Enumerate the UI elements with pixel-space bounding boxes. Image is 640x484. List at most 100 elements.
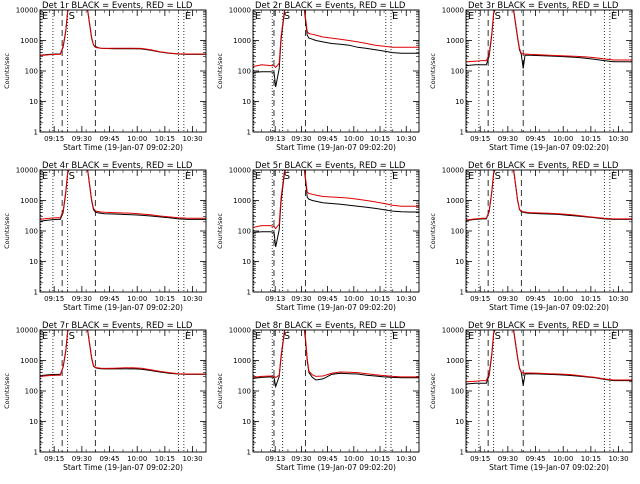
x-axis-label: Start Time (19-Jan-07 09:02:20): [63, 303, 183, 312]
marker-label: S: [69, 171, 75, 182]
y-tick-label: 100: [238, 68, 251, 76]
y-tick-label: 1: [460, 449, 464, 457]
panel-plot: Det 3r BLACK = Events, RED = LLD 1 10 100 10…: [429, 1, 633, 152]
lld-series-line: [40, 10, 206, 57]
marker-label: E: [185, 171, 191, 182]
marker-label: E: [611, 11, 617, 22]
y-tick-label: 1000: [446, 197, 464, 205]
y-tick-label: 1: [34, 129, 38, 137]
marker-label: E: [42, 171, 48, 182]
x-axis-label: Start Time (19-Jan-07 09:02:20): [489, 143, 609, 152]
y-tick-label: 10: [455, 98, 464, 106]
panel-title: Det 4r BLACK = Events, RED = LLD: [42, 161, 193, 171]
y-tick-label: 10000: [16, 167, 38, 175]
plot-frame: [252, 169, 420, 293]
panel-plot: Det 6r BLACK = Events, RED = LLD 1 10 100 10…: [429, 161, 633, 312]
x-tick-label: 09:30: [498, 135, 518, 143]
marker-label: S: [284, 11, 290, 22]
y-tick-label: 100: [25, 68, 38, 76]
lld-series-line: [253, 10, 419, 69]
detector-panel-6: Det 6r BLACK = Events, RED = LLD 1 10 100 10…: [426, 160, 639, 320]
detector-panel-4: Det 4r BLACK = Events, RED = LLD 1 10 100 10…: [0, 160, 213, 320]
x-tick-label: 09:30: [498, 295, 518, 303]
x-tick-label: 09:45: [525, 295, 545, 303]
panel-title: Det 9r BLACK = Events, RED = LLD: [468, 321, 619, 331]
x-tick-label: 10:30: [182, 295, 202, 303]
x-tick-label: 10:15: [581, 295, 601, 303]
detector-panel-3: Det 3r BLACK = Events, RED = LLD 1 10 100 10…: [426, 0, 639, 160]
x-tick-label: 09:15: [44, 455, 64, 463]
marker-label: S: [284, 171, 290, 182]
x-tick-label: 10:15: [370, 135, 390, 143]
detector-panel-9: Det 9r BLACK = Events, RED = LLD 1 10 100 10…: [426, 320, 639, 480]
y-tick-label: 1000: [20, 357, 38, 365]
plot-frame: [465, 9, 633, 133]
x-tick-label: 10:30: [182, 455, 202, 463]
x-tick-label: 10:30: [608, 455, 628, 463]
y-tick-label: 1000: [446, 357, 464, 365]
y-tick-label: 10: [455, 258, 464, 266]
x-tick-label: 09:45: [525, 135, 545, 143]
x-tick-label: 09:30: [72, 455, 92, 463]
panel-plot: Det 4r BLACK = Events, RED = LLD 1 10 100 10…: [3, 161, 207, 312]
y-tick-label: 10000: [229, 167, 251, 175]
y-tick-label: 100: [451, 228, 464, 236]
x-axis-label: Start Time (19-Jan-07 09:02:20): [276, 143, 396, 152]
y-tick-label: 10000: [442, 327, 464, 335]
marker-label: E: [42, 11, 48, 22]
panel-plot: Det 8r BLACK = Events, RED = LLD 1 10 100 10…: [216, 321, 420, 472]
x-tick-label: 10:15: [155, 455, 175, 463]
marker-label: S: [69, 11, 75, 22]
plot-frame: [39, 329, 207, 453]
x-tick-label: 10:00: [553, 455, 573, 463]
y-tick-label: 10: [29, 258, 38, 266]
x-tick-label: 09:15: [44, 135, 64, 143]
y-tick-label: 10000: [442, 167, 464, 175]
marker-label: E: [611, 331, 617, 342]
y-tick-label: 10: [242, 98, 251, 106]
x-tick-label: 10:00: [127, 295, 147, 303]
x-tick-label: 09:45: [318, 295, 338, 303]
panel-title: Det 6r BLACK = Events, RED = LLD: [468, 161, 619, 171]
x-tick-label: 09:45: [99, 135, 119, 143]
panel-title: Det 1r BLACK = Events, RED = LLD: [42, 1, 193, 11]
x-tick-label: 10:00: [127, 455, 147, 463]
x-tick-label: 09:13: [265, 455, 285, 463]
y-tick-label: 100: [238, 388, 251, 396]
detector-panel-2: Det 2r BLACK = Events, RED = LLD 1 10 100 10…: [213, 0, 426, 160]
y-tick-label: 10: [242, 418, 251, 426]
y-tick-label: 10: [455, 418, 464, 426]
marker-label: E: [255, 331, 261, 342]
x-tick-label: 10:30: [396, 455, 416, 463]
x-axis-label: Start Time (19-Jan-07 09:02:20): [489, 463, 609, 472]
y-axis-label: Counts/sec: [3, 373, 11, 409]
y-axis-label: Counts/sec: [3, 213, 11, 249]
y-tick-label: 10: [29, 418, 38, 426]
series-group: [466, 330, 632, 386]
x-tick-label: 10:30: [608, 295, 628, 303]
x-tick-label: 10:00: [127, 135, 147, 143]
events-series-line: [253, 10, 419, 87]
marker-label: E: [392, 11, 398, 22]
lld-series-line: [466, 330, 632, 383]
marker-label: E: [255, 11, 261, 22]
y-tick-label: 100: [451, 388, 464, 396]
y-axis-label: Counts/sec: [429, 53, 437, 89]
y-tick-label: 1: [34, 449, 38, 457]
series-group: [253, 170, 419, 247]
panel-title: Det 3r BLACK = Events, RED = LLD: [468, 1, 619, 11]
y-tick-label: 1: [460, 129, 464, 137]
y-tick-label: 1000: [233, 197, 251, 205]
marker-label: E: [185, 11, 191, 22]
x-tick-label: 10:30: [396, 135, 416, 143]
marker-label: S: [495, 331, 501, 342]
x-tick-label: 10:30: [182, 135, 202, 143]
panel-title: Det 2r BLACK = Events, RED = LLD: [255, 1, 406, 11]
y-tick-label: 1: [247, 289, 251, 297]
x-tick-label: 10:15: [370, 295, 390, 303]
detector-panel-5: Det 5r BLACK = Events, RED = LLD 1 10 100 10…: [213, 160, 426, 320]
y-tick-label: 1: [460, 289, 464, 297]
y-tick-label: 1000: [20, 37, 38, 45]
x-tick-label: 09:45: [99, 455, 119, 463]
